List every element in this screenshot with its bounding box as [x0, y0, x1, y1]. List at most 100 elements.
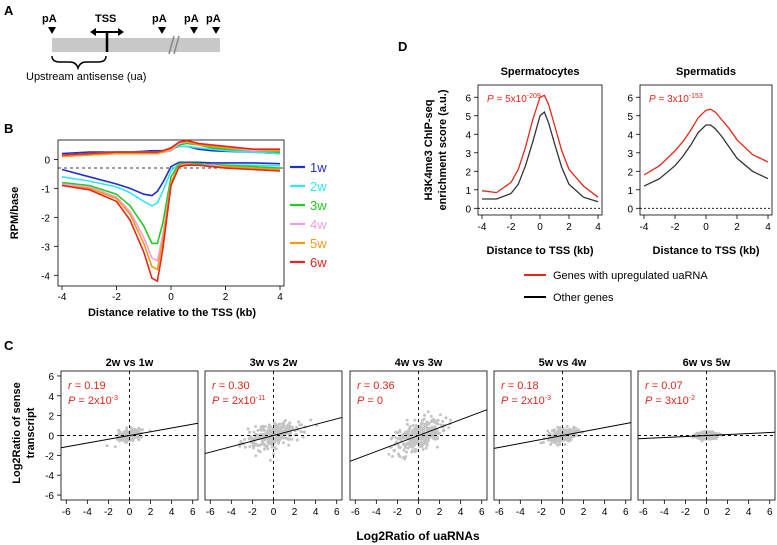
regression-line [349, 409, 488, 462]
scatter-point [282, 441, 285, 445]
scatter-point [436, 437, 439, 441]
scatter-point [550, 433, 554, 437]
panel-b-xlabel: Distance relative to the TSS (kb) [88, 307, 256, 319]
xtick-label: 2 [148, 507, 154, 518]
scatter-point [248, 435, 252, 439]
scatter-point [258, 450, 262, 454]
scatter-point [387, 452, 391, 456]
legend-label-other: Other genes [553, 292, 614, 304]
scatter-point [575, 429, 579, 433]
scatter-point [295, 425, 299, 429]
regression-line [60, 422, 199, 449]
panel-d-ylabel-2: enrichment score (a.u.) [437, 89, 449, 210]
scatter-point [417, 425, 421, 429]
scatter-point [405, 418, 409, 422]
panel-c-ylabel-1: Log2Ratio of sense [11, 382, 23, 483]
p-value: P = 3x10-2 [645, 395, 695, 407]
scatter-point [140, 435, 144, 439]
scatter-point [120, 436, 124, 440]
scatter-point [424, 446, 428, 450]
pa-triangle-icon [48, 27, 56, 34]
ytick-label: 3 [627, 149, 633, 160]
scatter-point [118, 431, 122, 435]
scatter-point [133, 435, 137, 439]
scatter-point [270, 445, 274, 449]
scatter-point [419, 437, 423, 441]
scatter-point [432, 433, 436, 437]
panel-d-letter: D [398, 39, 407, 54]
r-value: r = 0.30 [212, 380, 250, 392]
scatter-point [539, 441, 543, 445]
curve-5w-sense [61, 141, 281, 158]
pa-label: pA [152, 13, 167, 25]
scatter-point [281, 429, 285, 433]
scatter-point [137, 429, 141, 433]
scatter-point [437, 431, 441, 435]
scatter-point [441, 419, 445, 423]
subplot-xlabel: Distance to TSS (kb) [653, 245, 760, 257]
scatter-point [405, 422, 409, 426]
xtick-label: 0 [537, 222, 543, 233]
panel-b: B 0 -1 -2 -3 -4 -4 -2 0 2 4 RPM/base Distance re… [4, 121, 327, 319]
curve-3w-antisense [61, 162, 281, 245]
ytick-label: -6 [45, 491, 54, 502]
scatter-point [254, 454, 258, 458]
subplot-title: 5w vs 4w [539, 357, 587, 369]
scatter-point [430, 431, 434, 435]
brace [51, 55, 107, 71]
pa-triangle-icon [190, 27, 198, 34]
scatter-point [261, 440, 265, 444]
legend-label-6w: 6w [310, 255, 327, 270]
panel-a: A pA pA pA pA TSS Upstream antisense (ua… [4, 3, 221, 83]
scatter-point [556, 443, 560, 447]
p-value: P = 0 [357, 395, 383, 407]
scatter-point [105, 444, 109, 448]
scatter-point [288, 421, 292, 425]
ytick-label: -1 [41, 184, 50, 195]
xtick-label: 6 [767, 507, 773, 518]
scatter-points [238, 418, 319, 462]
panel-b-frame [57, 139, 285, 287]
scatter-point [711, 432, 715, 436]
ytick-label: 4 [627, 130, 633, 141]
scatter-point [295, 438, 299, 442]
bidirectional-arrow-icon [90, 28, 124, 36]
panel-b-xticks: -4 -2 0 2 4 [58, 286, 283, 303]
tss-label: TSS [95, 13, 116, 25]
scatter-point [404, 431, 408, 434]
scatter-point [259, 427, 263, 431]
gene-bar [52, 38, 220, 52]
r-value: r = 0.07 [645, 380, 683, 392]
scatter-point [242, 438, 246, 441]
xtick-label: -6 [351, 507, 360, 518]
xtick-label: 6 [334, 507, 340, 518]
ytick-label: -2 [45, 451, 54, 462]
scatter-point [714, 437, 718, 441]
scatter-point [396, 443, 400, 447]
legend-label-5w: 5w [310, 236, 327, 251]
scatter-point [274, 436, 278, 440]
scatter-point [701, 430, 705, 434]
regression-line [204, 416, 343, 455]
ytick-label: 1 [627, 186, 633, 197]
scatter-point [238, 444, 242, 448]
scatter-point [421, 418, 424, 422]
scatter-point [414, 424, 418, 427]
scatter-point [141, 428, 144, 432]
scatter-point [239, 439, 243, 443]
subplot-title: Spermatids [676, 66, 736, 78]
pa-label: pA [184, 13, 199, 25]
scatter-point [136, 435, 140, 439]
xtick-label: -2 [104, 507, 113, 518]
scatter-point [413, 437, 417, 441]
panel-b-curves [61, 139, 281, 283]
panel-a-letter: A [4, 3, 14, 18]
panel-c: C Log2Ratio of sense transcript 2w vs 1w… [4, 338, 776, 543]
p-value: P = 3x10-153 [649, 93, 703, 105]
scatter-point [398, 430, 402, 434]
xtick-label: -6 [495, 507, 504, 518]
scatter-point [290, 437, 294, 441]
scatter-point [394, 436, 398, 440]
scatter-point [406, 446, 410, 450]
xtick-label: -4 [372, 507, 381, 518]
